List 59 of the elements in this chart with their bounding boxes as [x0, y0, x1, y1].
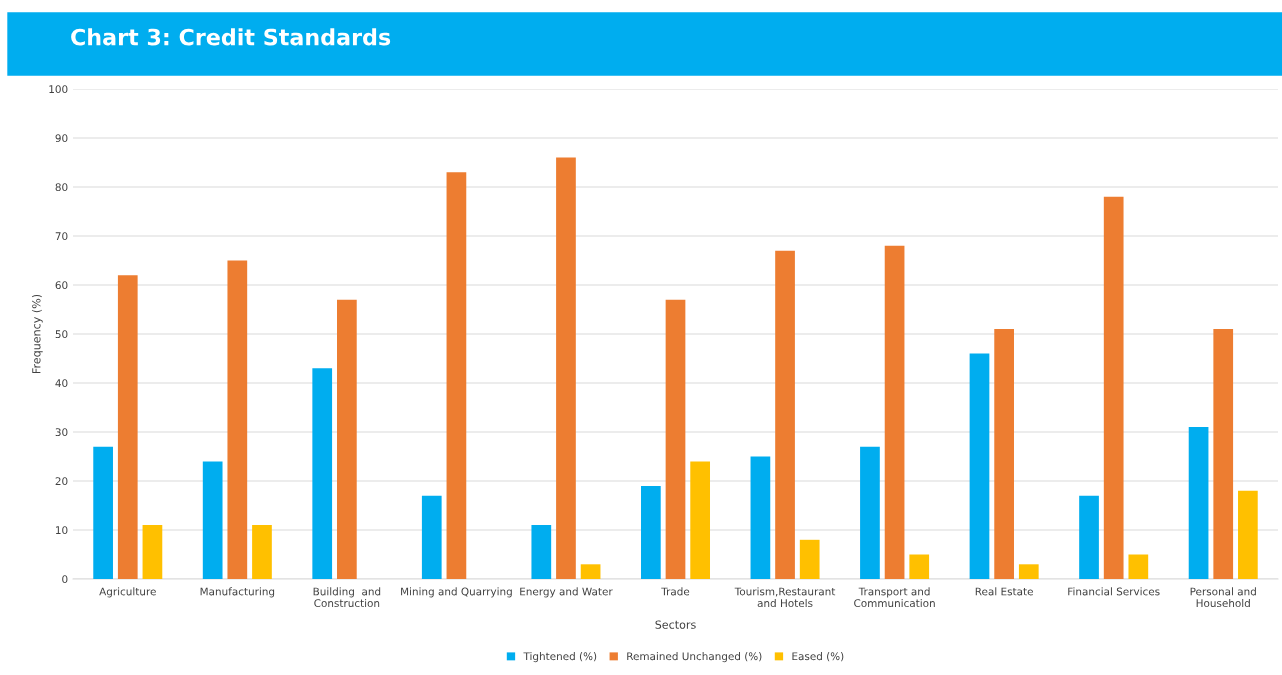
- legend-label: Tightened (%): [523, 652, 597, 663]
- bar: [556, 157, 576, 579]
- bar: [690, 461, 711, 579]
- x-tick-label: Tourism,Restaurant and Hotels: [734, 587, 836, 608]
- x-tick-label: Manufacturing: [200, 587, 275, 598]
- bar: [421, 495, 442, 579]
- bar: [799, 539, 820, 579]
- bar: [1103, 196, 1124, 579]
- x-tick-label: Agriculture: [99, 587, 156, 598]
- bar: [446, 172, 467, 579]
- bar: [117, 275, 138, 579]
- y-axis-title: Frequency (%): [31, 294, 43, 373]
- bar: [1188, 427, 1209, 579]
- y-tick-label: 80: [55, 183, 68, 192]
- bar: [994, 329, 1014, 579]
- y-tick-label: 100: [49, 85, 68, 94]
- bar: [1018, 564, 1039, 579]
- bar: [202, 461, 223, 579]
- bar: [142, 525, 163, 579]
- bar: [1213, 329, 1234, 579]
- bar: [909, 554, 930, 579]
- y-tick-label: 60: [55, 281, 68, 290]
- bar: [1238, 490, 1258, 579]
- bar: [884, 245, 905, 579]
- legend-label: Eased (%): [792, 652, 844, 662]
- x-tick-label: Trade: [661, 587, 690, 596]
- x-tick-label: Real Estate: [975, 587, 1033, 596]
- y-tick-label: 90: [55, 134, 68, 143]
- y-tick-label: 0: [62, 575, 68, 584]
- y-tick-label: 20: [55, 477, 68, 486]
- x-tick-label: Energy and Water: [520, 587, 613, 598]
- bar: [580, 564, 601, 579]
- bar: [775, 250, 795, 579]
- bar: [665, 299, 686, 579]
- y-tick-label: 70: [55, 232, 68, 241]
- x-tick-label: Personal and Household: [1190, 587, 1256, 608]
- bar: [860, 446, 880, 579]
- bar: [312, 368, 333, 579]
- bar: [93, 446, 113, 579]
- y-tick-label: 40: [55, 379, 68, 388]
- y-tick-label: 30: [55, 428, 68, 437]
- x-tick-label: Building and Construction: [313, 587, 381, 608]
- x-tick-label: Mining and Quarrying: [401, 587, 512, 598]
- chart-title: Chart 3: Credit Standards: [71, 28, 391, 46]
- bar: [252, 525, 272, 579]
- bar: [1079, 495, 1099, 579]
- bar: [640, 485, 661, 579]
- x-axis-title: Sectors: [655, 620, 696, 629]
- legend-label: Remained Unchanged (%): [627, 652, 762, 663]
- bar: [337, 299, 357, 579]
- bar: [750, 456, 771, 579]
- bar: [969, 353, 990, 579]
- x-tick-label: Transport and Communication: [854, 587, 935, 608]
- bar: [227, 260, 248, 579]
- x-tick-label: Financial Services: [1068, 587, 1160, 596]
- bar: [1128, 554, 1149, 579]
- bar: [531, 525, 552, 579]
- y-tick-label: 50: [55, 330, 68, 339]
- y-tick-label: 10: [56, 526, 68, 535]
